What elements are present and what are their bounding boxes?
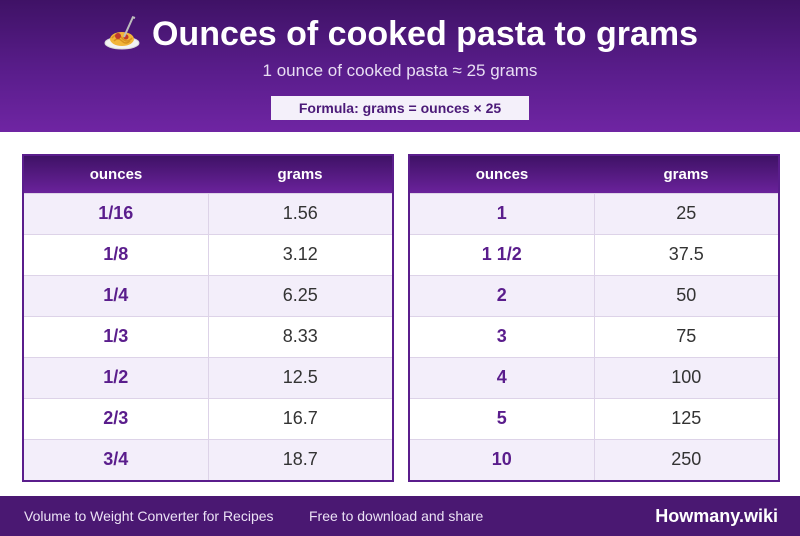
grams-cell: 8.33 [282,326,318,346]
footer-share-text: Free to download and share [309,508,484,524]
page-title: Ounces of cooked pasta to grams [151,15,699,53]
grams-cell: 1.56 [282,203,318,223]
table-row: 3/4 18.7 [24,439,392,480]
table-header: ounces grams [410,156,778,193]
conversion-table-large: ounces grams 1 25 1 1/2 37.5 2 50 3 75 4 100 … [408,154,780,482]
table-row: 5 125 [410,398,778,439]
ounces-cell: 1/4 [24,276,209,316]
table-body: 1 25 1 1/2 37.5 2 50 3 75 4 100 5 125 10 250 [410,193,778,480]
grams-cell: 6.25 [282,285,318,305]
grams-cell: 100 [671,367,702,387]
ounces-cell: 4 [410,358,595,398]
ounces-cell: 10 [410,440,595,480]
grams-cell: 18.7 [282,449,318,469]
table-row: 10 250 [410,439,778,480]
grams-cell: 75 [676,326,697,346]
ounces-cell: 1 [410,194,595,234]
ounces-cell: 3/4 [24,440,209,480]
column-header-grams: grams [277,166,323,183]
grams-cell: 50 [676,285,697,305]
page-title-row: Ounces of cooked pasta to grams [0,12,800,56]
ounces-cell: 3 [410,317,595,357]
grams-cell: 12.5 [282,367,318,387]
ounces-cell: 1 1/2 [410,235,595,275]
formula-badge: Formula: grams = ounces × 25 [271,96,529,120]
table-row: 1 1/2 37.5 [410,234,778,275]
table-row: 1/16 1.56 [24,193,392,234]
ounces-cell: 1/3 [24,317,209,357]
table-row: 2 50 [410,275,778,316]
grams-cell: 37.5 [668,244,704,264]
column-header-ounces: ounces [475,166,529,183]
grams-cell: 125 [671,408,702,428]
footer-bar: Volume to Weight Converter for Recipes F… [0,496,800,536]
table-row: 1 25 [410,193,778,234]
ounces-cell: 1/2 [24,358,209,398]
table-row: 3 75 [410,316,778,357]
table-row: 2/3 16.7 [24,398,392,439]
table-row: 1/8 3.12 [24,234,392,275]
conversion-table-small: ounces grams 1/16 1.56 1/8 3.12 1/4 6.25 1/… [22,154,394,482]
page-subtitle: 1 ounce of cooked pasta ≈ 25 grams [262,61,538,80]
grams-cell: 16.7 [282,408,318,428]
column-header-ounces: ounces [89,166,143,183]
footer-converter-link[interactable]: Volume to Weight Converter for Recipes [24,508,274,524]
header-banner: Ounces of cooked pasta to grams 1 ounce … [0,0,800,132]
grams-cell: 250 [671,449,702,469]
table-row: 1/2 12.5 [24,357,392,398]
spaghetti-icon [104,16,140,50]
table-row: 1/4 6.25 [24,275,392,316]
ounces-cell: 1/8 [24,235,209,275]
ounces-cell: 2/3 [24,399,209,439]
table-row: 4 100 [410,357,778,398]
column-header-grams: grams [663,166,709,183]
ounces-cell: 5 [410,399,595,439]
grams-cell: 25 [676,203,697,223]
table-row: 1/3 8.33 [24,316,392,357]
ounces-cell: 2 [410,276,595,316]
table-header: ounces grams [24,156,392,193]
ounces-cell: 1/16 [24,194,209,234]
grams-cell: 3.12 [282,244,318,264]
table-body: 1/16 1.56 1/8 3.12 1/4 6.25 1/3 8.33 1/2 12.5… [24,193,392,480]
brand-logo[interactable]: Howmany.wiki [655,506,778,526]
